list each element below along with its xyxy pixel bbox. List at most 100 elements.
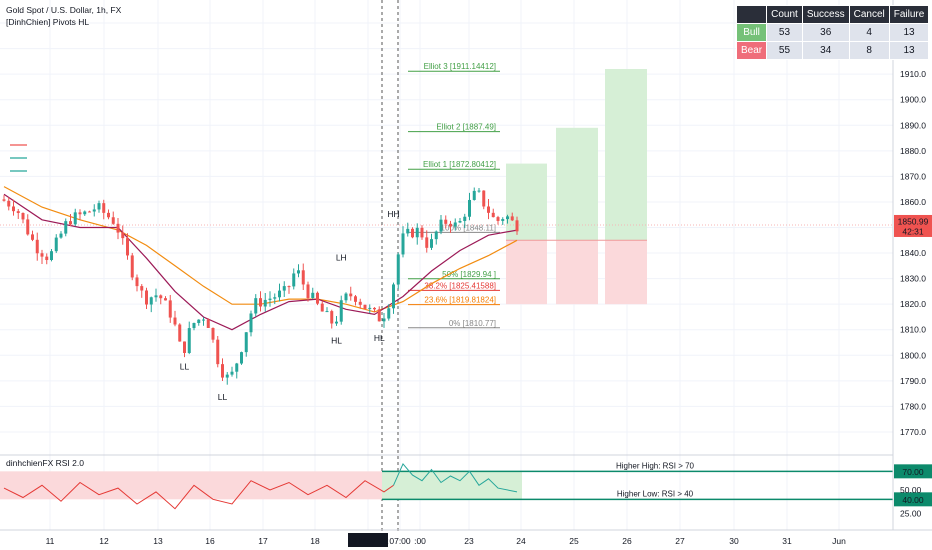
fib-label: Elliot 2 [1887.49] xyxy=(436,123,496,132)
stats-row-label: Bull xyxy=(737,24,767,41)
price-tick-label: 1880.0 xyxy=(900,146,926,156)
stats-cell: 55 xyxy=(767,42,802,59)
candle-body xyxy=(458,220,462,223)
candle-body xyxy=(173,317,177,325)
candle-body xyxy=(368,307,372,309)
stats-cell: 8 xyxy=(849,42,889,59)
chart-title: Gold Spot / U.S. Dollar, 1h, FX xyxy=(6,5,122,15)
stats-cell: 13 xyxy=(889,24,929,41)
candle-body xyxy=(159,295,163,299)
candle-body xyxy=(439,219,443,232)
candle-body xyxy=(453,222,457,227)
candle-body xyxy=(197,319,201,324)
time-tick-label: 23 xyxy=(464,536,474,546)
candle-body xyxy=(363,304,367,309)
candle-body xyxy=(206,319,210,329)
candle-body xyxy=(21,212,25,220)
time-tick-label: 18 xyxy=(310,536,320,546)
candle-body xyxy=(211,328,215,340)
candle-body xyxy=(130,255,134,278)
candle-body xyxy=(449,223,452,227)
candle-body xyxy=(325,311,329,313)
candle-body xyxy=(496,217,500,221)
candle-body xyxy=(216,339,220,365)
candle-body xyxy=(282,286,286,291)
rsi-level-tag-text: 70.00 xyxy=(902,467,924,477)
stats-table: Count Success Cancel Failure Bull 53 36 … xyxy=(736,5,930,60)
pivot-label: LH xyxy=(336,252,347,262)
candle-body xyxy=(254,298,258,314)
stop-box xyxy=(556,240,598,305)
candle-body xyxy=(330,311,334,324)
candle-body xyxy=(482,190,486,207)
pivot-labels: LL LL LH HL HL HH xyxy=(180,209,400,402)
rsi-level-annotation: Higher High: RSI > 70 xyxy=(616,461,695,470)
price-tick-label: 1820.0 xyxy=(900,299,926,309)
candle-body xyxy=(501,219,505,221)
candle-body xyxy=(12,206,15,212)
rsi-level-tag xyxy=(894,464,932,479)
candle-body xyxy=(415,227,419,238)
candle-body xyxy=(387,308,391,319)
candle-body xyxy=(69,221,72,225)
candle-body xyxy=(2,199,6,201)
candle-body xyxy=(135,277,139,287)
rsi-title[interactable]: dinhchienFX RSI 2.0 xyxy=(6,458,84,468)
candle-body xyxy=(292,273,296,287)
candle-body xyxy=(88,211,91,213)
candle-body xyxy=(411,228,414,238)
time-tick-label: 26 xyxy=(622,536,632,546)
price-tick-label: 1790.0 xyxy=(900,376,926,386)
rsi-pane: Higher High: RSI > 70 70.00 Higher Low: RS… xyxy=(0,461,932,518)
crosshair-date-tag xyxy=(348,533,388,547)
rsi-band-bull xyxy=(382,471,522,500)
candle-body xyxy=(268,298,272,300)
time-tick-label: 27 xyxy=(675,536,685,546)
candle-body xyxy=(263,299,267,307)
candle-body xyxy=(401,233,405,255)
candle-body xyxy=(50,251,53,261)
candles xyxy=(2,187,519,385)
time-tick-label: 30 xyxy=(729,536,739,546)
stats-header-row: Count Success Cancel Failure xyxy=(737,6,929,23)
candle-body xyxy=(192,323,196,329)
candle-body xyxy=(306,284,310,298)
fib-label: 0% [1810.77] xyxy=(449,319,496,328)
candle-body xyxy=(97,203,101,210)
fib-levels: Elliot 3 [1911.14412] Elliot 2 [1887.49] E… xyxy=(0,62,893,329)
candle-body xyxy=(406,228,410,234)
price-tick-label: 1770.0 xyxy=(900,427,926,437)
indicator-title[interactable]: [DinhChien] Pivots HL xyxy=(6,17,90,27)
candle-body xyxy=(178,324,182,342)
candle-body xyxy=(392,284,395,309)
stats-cell: 4 xyxy=(849,24,889,41)
stats-cell: 13 xyxy=(889,42,929,59)
candle-body xyxy=(430,239,433,248)
time-tick-label: :00 xyxy=(414,536,426,546)
fib-label: 50% [1829.94 ] xyxy=(442,270,496,279)
stats-row-label: Bear xyxy=(737,42,767,59)
candle-body xyxy=(7,200,11,207)
candle-body xyxy=(463,216,467,221)
rsi-level-tag xyxy=(894,492,932,507)
candle-body xyxy=(187,328,191,353)
candle-body xyxy=(382,318,386,322)
time-tick-label: 13 xyxy=(153,536,163,546)
candle-body xyxy=(344,293,348,301)
candle-body xyxy=(472,190,476,200)
rsi-band-bear xyxy=(0,471,382,500)
rsi-line-bull xyxy=(393,462,518,493)
time-tick-label: 31 xyxy=(782,536,792,546)
candle-body xyxy=(154,295,158,298)
candle-body xyxy=(297,270,300,274)
stats-cell: 53 xyxy=(767,24,802,41)
candle-body xyxy=(377,309,381,322)
pivot-label: LL xyxy=(218,392,228,402)
candle-body xyxy=(202,319,205,321)
candle-body xyxy=(121,232,125,239)
candle-body xyxy=(316,292,319,304)
stop-box xyxy=(506,240,547,305)
price-tick-label: 1900.0 xyxy=(900,95,926,105)
stats-row-bull: Bull 53 36 4 13 xyxy=(737,24,929,41)
